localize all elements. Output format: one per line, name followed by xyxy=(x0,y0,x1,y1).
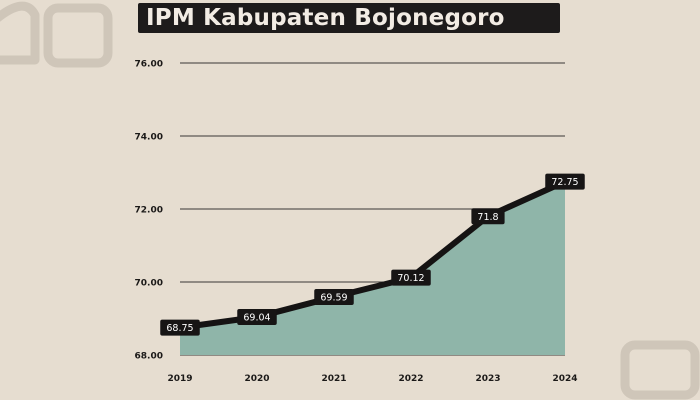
data-label: 69.59 xyxy=(314,288,354,305)
data-label-text: 71.8 xyxy=(477,212,498,223)
x-tick-label: 2020 xyxy=(244,374,269,384)
data-label-box xyxy=(391,269,431,286)
x-tick-label: 2019 xyxy=(167,374,192,384)
x-tick-label: 2024 xyxy=(552,374,577,384)
data-label-text: 70.12 xyxy=(397,273,424,284)
data-label-box xyxy=(545,173,585,190)
y-tick-label: 76.00 xyxy=(135,60,163,70)
data-label: 68.75 xyxy=(160,319,200,336)
data-label-text: 72.75 xyxy=(551,177,578,188)
data-label-box xyxy=(237,309,277,326)
x-tick-label: 2022 xyxy=(398,374,423,384)
x-tick-label: 2021 xyxy=(321,374,346,384)
data-label-box xyxy=(160,319,200,336)
y-tick-label: 72.00 xyxy=(135,206,163,216)
y-tick-label: 74.00 xyxy=(135,133,163,143)
chart-title: IPM Kabupaten Bojonegoro xyxy=(146,5,505,31)
y-tick-label: 70.00 xyxy=(135,279,163,289)
data-label-text: 69.59 xyxy=(320,293,347,304)
data-label: 71.8 xyxy=(471,208,505,225)
area-fill xyxy=(180,181,565,355)
data-label: 72.75 xyxy=(545,173,585,190)
y-tick-label: 68.00 xyxy=(135,352,163,362)
x-tick-label: 2023 xyxy=(475,374,500,384)
data-label: 69.04 xyxy=(237,309,277,326)
data-label: 70.12 xyxy=(391,269,431,286)
data-label-text: 68.75 xyxy=(166,323,193,334)
data-label-box xyxy=(314,288,354,305)
data-label-box xyxy=(471,208,505,225)
chart-title-box xyxy=(138,3,560,33)
data-label-text: 69.04 xyxy=(243,313,270,324)
